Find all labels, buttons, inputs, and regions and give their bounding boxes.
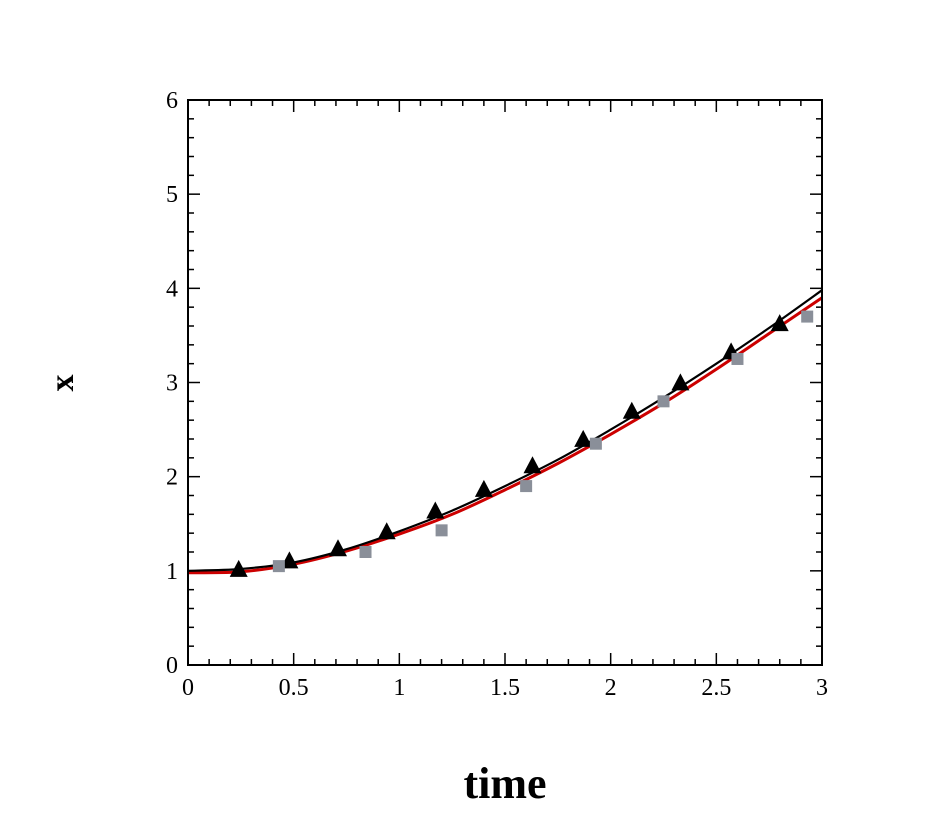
x-tick-label: 1 bbox=[393, 675, 405, 701]
y-tick-label: 1 bbox=[166, 559, 178, 585]
square-marker bbox=[272, 560, 285, 573]
triangle-marker bbox=[574, 429, 593, 447]
square-marker bbox=[731, 352, 744, 365]
square-marker bbox=[435, 524, 448, 537]
triangle-marker bbox=[671, 373, 690, 391]
triangle-marker bbox=[377, 522, 396, 540]
x-tick-label: 2 bbox=[605, 675, 617, 701]
x-tick-label: 1.5 bbox=[490, 675, 520, 701]
plot-area bbox=[187, 289, 823, 577]
square-marker bbox=[589, 437, 602, 450]
triangle-marker bbox=[770, 314, 789, 332]
x-axis-title: time bbox=[463, 759, 546, 808]
y-tick-label: 0 bbox=[166, 653, 178, 679]
y-axis-title: x bbox=[44, 375, 81, 392]
y-tick-label: 6 bbox=[166, 88, 178, 114]
plot-frame bbox=[187, 99, 823, 666]
series-0-line bbox=[187, 296, 823, 575]
y-tick-label: 3 bbox=[166, 371, 178, 397]
y-tick-label: 2 bbox=[166, 465, 178, 491]
triangle-marker bbox=[329, 539, 347, 557]
x-tick-label: 3 bbox=[816, 675, 828, 701]
square-marker bbox=[359, 546, 372, 558]
series-1-line bbox=[187, 289, 823, 572]
x-tick-label: 0 bbox=[182, 675, 194, 701]
triangle-marker bbox=[622, 401, 641, 419]
triangle-marker bbox=[523, 456, 542, 474]
triangle-marker bbox=[474, 479, 493, 497]
triangle-marker bbox=[280, 551, 299, 569]
y-tick-label: 4 bbox=[166, 276, 178, 302]
y-tick-label: 5 bbox=[166, 182, 178, 208]
square-marker bbox=[801, 310, 814, 323]
square-marker bbox=[657, 395, 670, 408]
axis-ticks: 0 0.5 1 1.5 2 2.5 3 0 1 2 3 4 5 6 bbox=[166, 88, 828, 701]
x-tick-label: 0.5 bbox=[279, 675, 309, 701]
triangle-marker bbox=[229, 559, 248, 577]
square-marker bbox=[520, 480, 533, 493]
x-tick-label: 2.5 bbox=[701, 675, 731, 701]
triangle-marker bbox=[426, 501, 445, 519]
